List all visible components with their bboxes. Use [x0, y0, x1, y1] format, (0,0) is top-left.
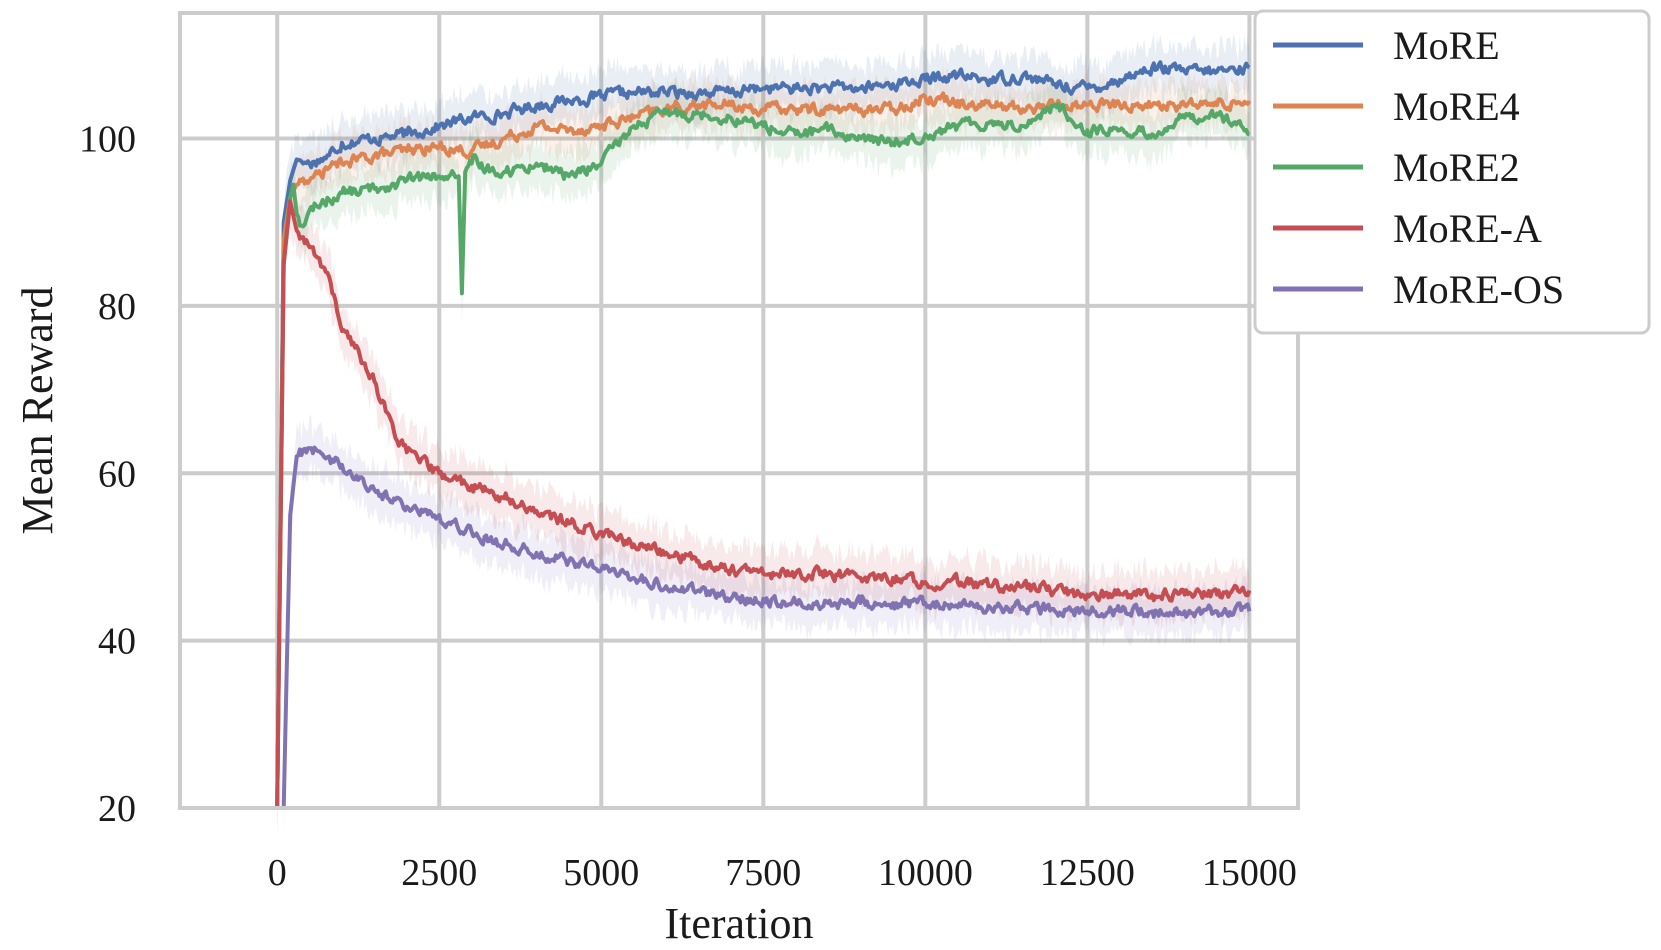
x-tick-label-4: 10000: [878, 852, 973, 894]
y-tick-label-2: 60: [98, 453, 136, 495]
series-band-5: [283, 414, 1250, 834]
y-tick-label-0: 20: [98, 788, 136, 830]
series-line-1: [275, 60, 1251, 809]
x-tick-labels: 0 2500 5000 7500 10000 12500 15000: [268, 852, 1297, 894]
y-tick-labels: 20 40 60 80 100: [79, 119, 136, 830]
legend-label-1: MoRE: [1393, 23, 1500, 68]
series-line-5: [281, 445, 1252, 809]
legend: MoRE MoRE4 MoRE2 MoRE-A MoRE-OS: [1253, 9, 1651, 335]
series-band-4: [277, 180, 1250, 834]
y-tick-label-4: 100: [79, 119, 136, 161]
x-tick-label-3: 7500: [725, 852, 801, 894]
plot-frame: [178, 11, 1300, 810]
legend-label-5: MoRE-OS: [1393, 267, 1564, 312]
series-line-3: [275, 102, 1250, 809]
legend-label-4: MoRE-A: [1393, 206, 1542, 251]
legend-box: [1253, 9, 1651, 335]
y-tick-label-3: 80: [98, 286, 136, 328]
x-tick-label-1: 2500: [401, 852, 477, 894]
x-tick-label-6: 15000: [1202, 852, 1297, 894]
x-axis-label: Iteration: [664, 899, 813, 948]
y-axis-label: Mean Reward: [13, 286, 62, 534]
legend-label-3: MoRE2: [1393, 145, 1520, 190]
legend-label-2: MoRE4: [1393, 84, 1520, 129]
series-lines: [275, 60, 1252, 809]
series-line-2: [275, 91, 1252, 809]
series-line-4: [275, 199, 1252, 809]
y-tick-label-1: 40: [98, 621, 136, 663]
x-tick-label-0: 0: [268, 852, 287, 894]
series-band-3: [277, 75, 1250, 836]
x-tick-label-5: 12500: [1040, 852, 1135, 894]
x-tick-label-2: 5000: [563, 852, 639, 894]
